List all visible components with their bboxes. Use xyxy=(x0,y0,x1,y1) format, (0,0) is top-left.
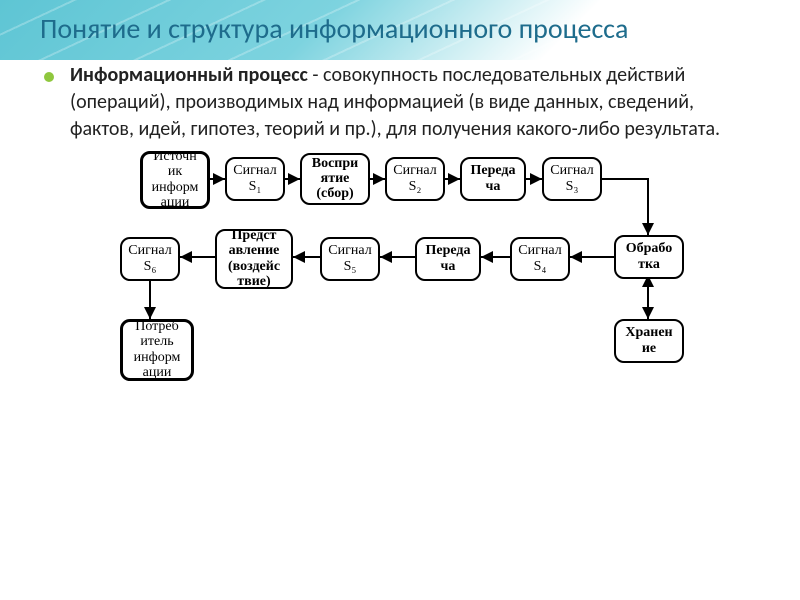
node-s2: СигналS₂ xyxy=(385,157,445,201)
node-tx2: Передача xyxy=(415,237,481,281)
term: Информационный процесс xyxy=(70,63,308,87)
node-tx1: Передача xyxy=(460,157,526,201)
node-s1: СигналS₁ xyxy=(225,157,285,201)
node-consumer: Потребительинформации xyxy=(120,319,194,381)
node-store: Хранение xyxy=(614,319,684,363)
page-title: Понятие и структура информационного проц… xyxy=(0,0,800,46)
flowchart-diagram: Источникинформации СигналS₁ Восприятие(сбо… xyxy=(80,151,720,451)
node-source: Источникинформации xyxy=(140,151,210,209)
node-s3: СигналS₃ xyxy=(542,157,602,201)
edge-s3-proc xyxy=(602,179,648,235)
node-present: Представление(воздействие) xyxy=(215,229,293,289)
node-s6: СигналS₆ xyxy=(120,237,180,281)
node-proc: Обработка xyxy=(614,235,684,279)
node-s4: СигналS₄ xyxy=(510,237,570,281)
main-text: Информационный процесс - совокупность по… xyxy=(0,46,800,143)
node-percep: Восприятие(сбор) xyxy=(300,153,370,205)
node-s5: СигналS₅ xyxy=(320,237,380,281)
bullet-icon xyxy=(44,72,54,82)
